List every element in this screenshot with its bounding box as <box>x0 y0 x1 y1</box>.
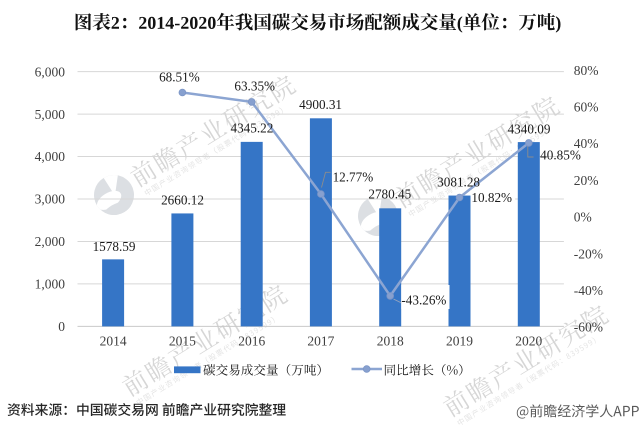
svg-text:2016: 2016 <box>238 333 265 348</box>
svg-text:10.82%: 10.82% <box>471 190 512 205</box>
svg-text:2019: 2019 <box>446 333 473 348</box>
svg-text:40.85%: 40.85% <box>540 147 581 162</box>
svg-text:0%: 0% <box>574 210 592 225</box>
svg-text:6,000: 6,000 <box>35 64 66 79</box>
svg-text:2,000: 2,000 <box>35 234 66 249</box>
svg-text:-43.26%: -43.26% <box>401 293 446 308</box>
svg-text:2017: 2017 <box>307 333 334 348</box>
svg-text:-40%: -40% <box>574 283 603 298</box>
svg-text:-20%: -20% <box>574 246 603 261</box>
svg-text:4,000: 4,000 <box>35 149 66 164</box>
svg-text:4340.09: 4340.09 <box>508 121 551 136</box>
svg-text:60%: 60% <box>574 100 599 115</box>
svg-text:80%: 80% <box>574 63 599 78</box>
svg-text:5,000: 5,000 <box>35 107 66 122</box>
svg-text:-60%: -60% <box>574 320 603 335</box>
svg-text:2015: 2015 <box>169 333 196 348</box>
svg-text:40%: 40% <box>574 136 599 151</box>
svg-text:63.35%: 63.35% <box>234 79 275 94</box>
svg-text:4345.22: 4345.22 <box>230 120 273 135</box>
svg-text:2018: 2018 <box>377 333 404 348</box>
svg-text:2020: 2020 <box>515 333 542 348</box>
svg-text:0: 0 <box>58 319 65 334</box>
svg-text:68.51%: 68.51% <box>159 69 200 84</box>
svg-text:2014: 2014 <box>100 333 127 348</box>
svg-text:3081.28: 3081.28 <box>437 174 480 189</box>
svg-text:1578.59: 1578.59 <box>93 239 136 254</box>
svg-text:2780.45: 2780.45 <box>368 186 411 201</box>
svg-text:12.77%: 12.77% <box>333 169 374 184</box>
svg-text:4900.31: 4900.31 <box>299 97 342 112</box>
svg-text:20%: 20% <box>574 173 599 188</box>
svg-text:1,000: 1,000 <box>35 277 66 292</box>
svg-text:2660.12: 2660.12 <box>161 192 204 207</box>
svg-text:3,000: 3,000 <box>35 192 66 207</box>
